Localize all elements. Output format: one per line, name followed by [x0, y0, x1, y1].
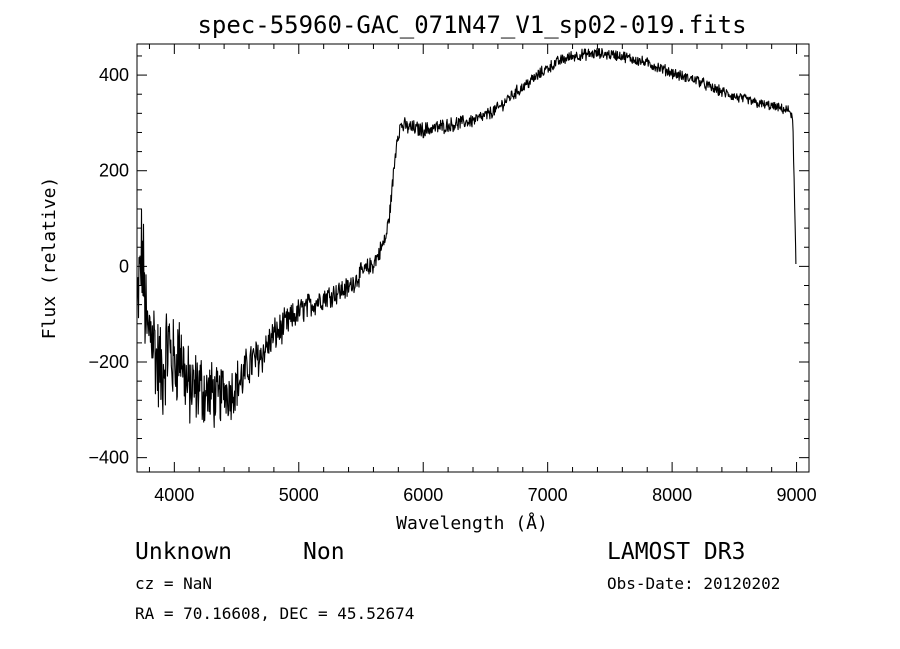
x-axis-label: Wavelength (Å)	[396, 512, 548, 534]
y-tick-label: 400	[99, 65, 129, 85]
obs-date-label: Obs-Date: 20120202	[607, 574, 780, 593]
y-axis-label: Flux (relative)	[39, 177, 60, 340]
x-tick-label: 9000	[777, 485, 817, 505]
survey-label: LAMOST DR3	[607, 539, 745, 565]
series-flux-line	[137, 48, 797, 428]
x-tick-label: 5000	[279, 485, 319, 505]
object-subclass: Non	[303, 539, 345, 565]
coordinates-label: RA = 70.16608, DEC = 45.52674	[135, 604, 414, 623]
redshift-label: cz = NaN	[135, 574, 212, 593]
info-block: Unknown Non LAMOST DR3 cz = NaN Obs-Date…	[135, 539, 780, 623]
y-tick-label: −200	[88, 352, 129, 372]
axis-ticks	[137, 44, 809, 472]
object-class: Unknown	[135, 539, 232, 565]
y-tick-label: −400	[88, 448, 129, 468]
y-tick-label: 0	[119, 256, 129, 276]
x-tick-label: 7000	[528, 485, 568, 505]
plot-frame	[136, 43, 810, 473]
x-tick-label: 4000	[154, 485, 194, 505]
chart-title: spec-55960-GAC_071N47_V1_sp02-019.fits	[197, 11, 746, 39]
x-tick-label: 8000	[652, 485, 692, 505]
axis-tick-labels: 4000 5000 6000 7000 8000 9000 −400 −200 0 200 400	[88, 65, 816, 505]
x-tick-label: 6000	[403, 485, 443, 505]
y-tick-label: 200	[99, 161, 129, 181]
